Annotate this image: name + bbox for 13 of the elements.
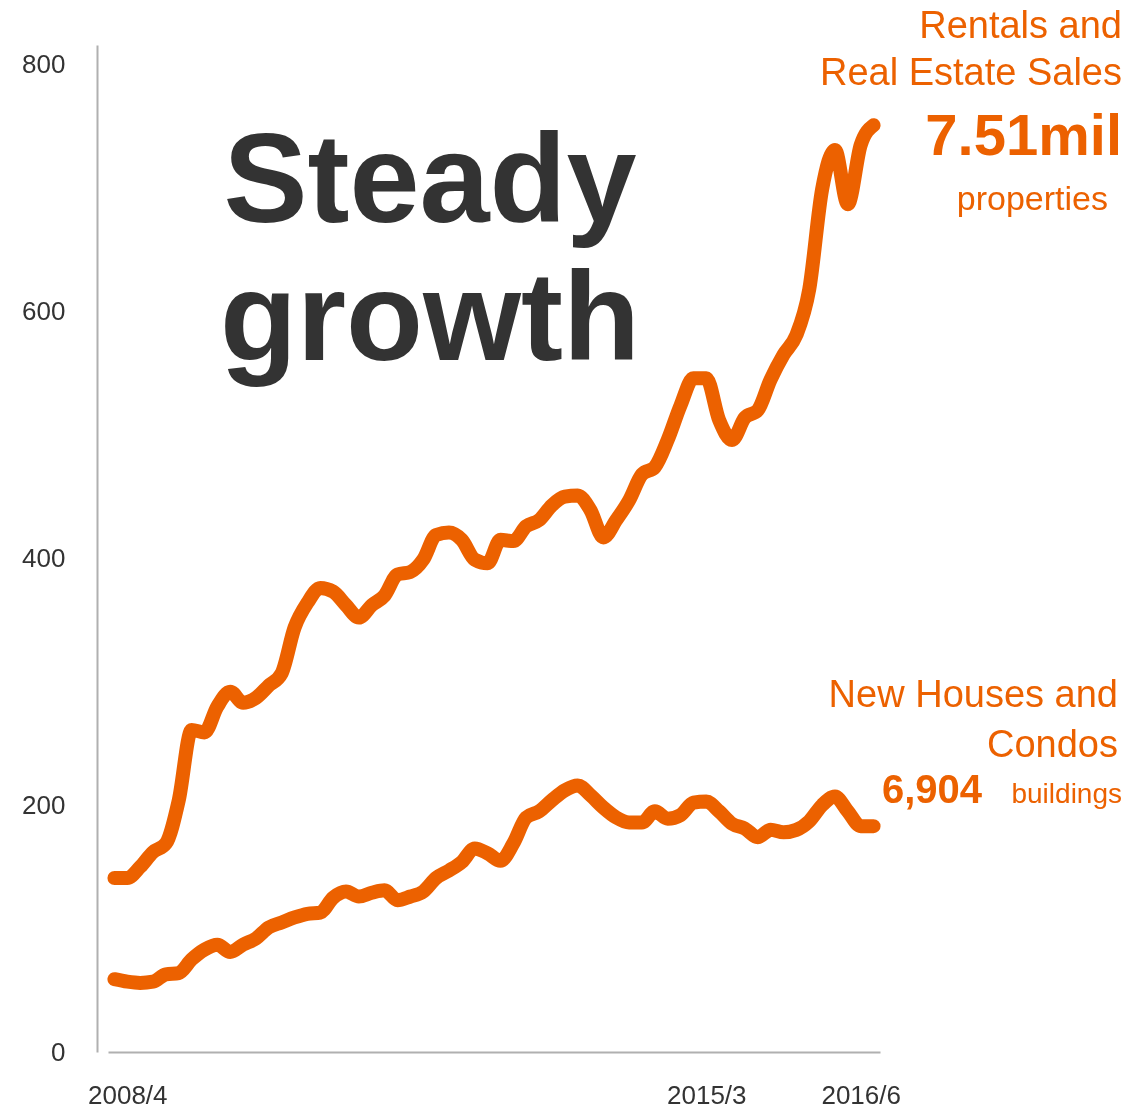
x-tick-label: 2016/6	[821, 1079, 901, 1110]
text: 7.51mil properties	[925, 102, 1122, 217]
text: Steady growth	[220, 108, 640, 387]
y-tick-label: 200	[22, 789, 66, 820]
y-tick-label: 800	[22, 49, 66, 80]
y-tick-label: 600	[22, 296, 66, 327]
y-tick-label: 0	[51, 1036, 66, 1067]
y-tick-label: 400	[22, 542, 66, 573]
series-label: Rentals and Real Estate Sales	[819, 4, 1122, 93]
x-tick-label: 2015/3	[667, 1079, 747, 1110]
x-tick-label: 2008/4	[88, 1079, 168, 1110]
series-label: New Houses and Condos	[828, 673, 1118, 765]
text: 6,904 buildings	[881, 767, 1122, 811]
